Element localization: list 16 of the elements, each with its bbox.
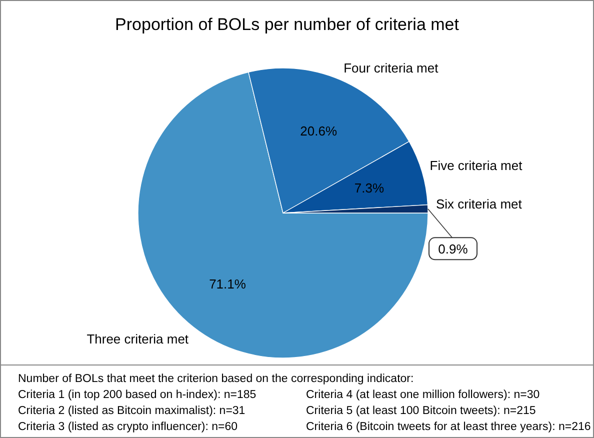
text: Criteria 1 (in top 200 based on h-index): n=185	[18, 389, 256, 401]
slice-label: Five criteria met	[430, 158, 523, 173]
text: Criteria 2 (listed as Bitcoin maximalist): n=31	[18, 405, 246, 417]
slice-label: Four criteria met	[344, 60, 439, 76]
text: Criteria 6 (Bitcoin tweets for at least three years): n=216	[306, 421, 591, 433]
slice-label: Six criteria met	[436, 196, 522, 212]
text: Criteria 3 (listed as crypto influencer): n=60	[18, 421, 238, 433]
data-label: 7.3%	[354, 180, 384, 196]
text: Number of BOLs that meet the criterion based on the corresponding indicator:	[18, 373, 414, 385]
chart-title: Proportion of BOLs per number of criteria met	[115, 15, 460, 34]
data-label: 0.9%	[438, 242, 468, 257]
data-label: 71.1%	[209, 276, 246, 292]
text: Criteria 5 (at least 100 Bitcoin tweets): n=215	[306, 405, 536, 417]
text: Criteria 4 (at least one million followers): n=30	[306, 389, 540, 401]
slice-label: Three criteria met	[86, 331, 189, 346]
data-label: 20.6%	[300, 123, 338, 138]
